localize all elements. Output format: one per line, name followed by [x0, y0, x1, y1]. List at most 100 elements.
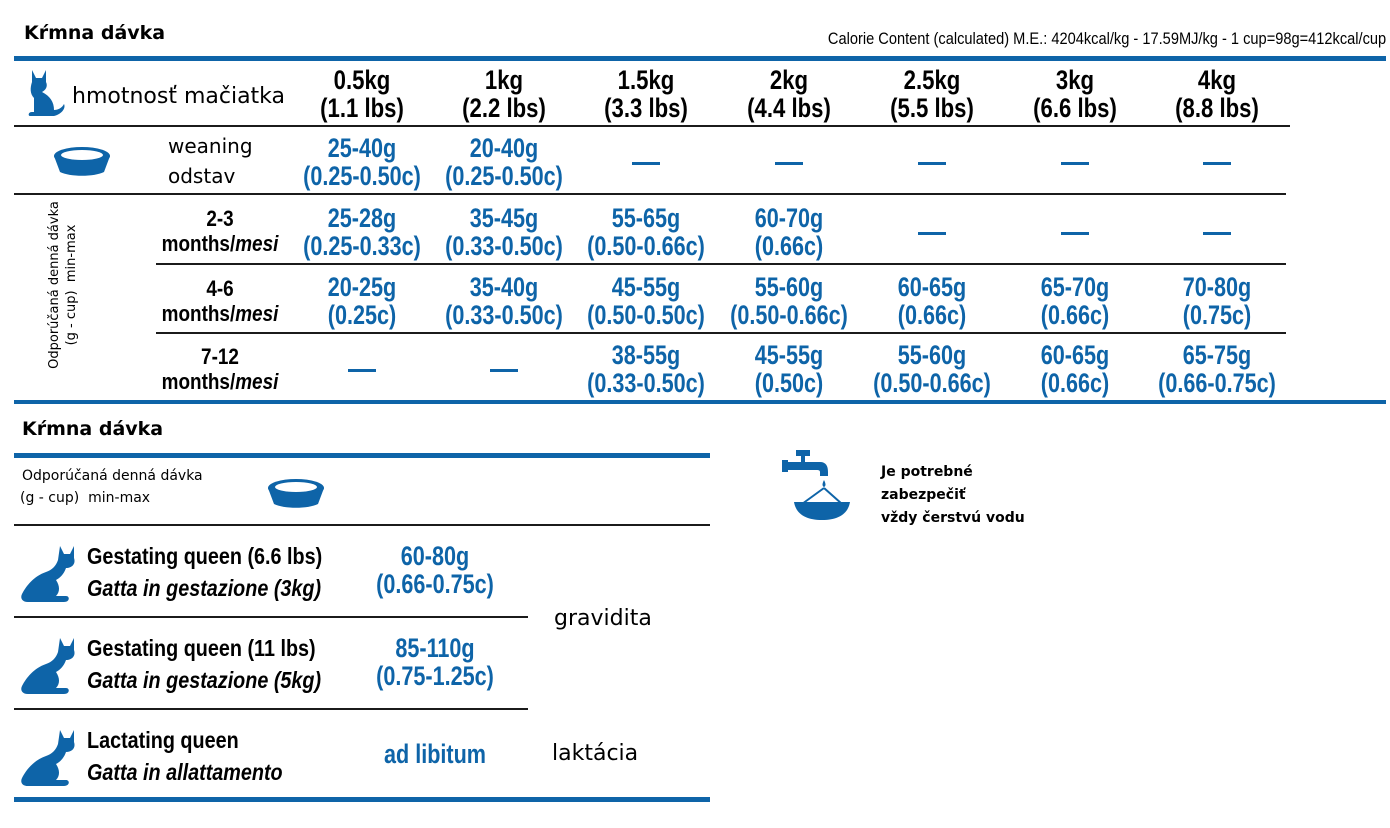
age-unit-en: months/	[161, 231, 236, 256]
ration-cell: 20-40g (0.25-0.50c)	[444, 134, 564, 190]
ration-cups: (0.25-0.50c)	[303, 161, 421, 191]
top-divider	[14, 56, 1386, 61]
ration-cell: 25-40g (0.25-0.50c)	[302, 134, 422, 190]
queen1-line	[14, 616, 528, 618]
side-label-minmax: min-max	[64, 224, 79, 283]
weight-lbs: (1.1 lbs)	[320, 93, 404, 123]
empty-dash	[632, 162, 660, 165]
ration-cell: 70-80g (0.75c)	[1157, 273, 1277, 329]
ration-cell: 60-65g (0.66c)	[872, 273, 992, 329]
queen-label-it: Gatta in gestazione (5kg)	[87, 667, 322, 693]
ration-cell: 55-65g (0.50-0.66c)	[586, 204, 706, 260]
queen-ration: 60-80g (0.66-0.75c)	[375, 542, 495, 598]
ration-grams: 45-55g	[754, 340, 824, 370]
ration-cell: 35-40g (0.33-0.50c)	[444, 273, 564, 329]
side-label-unit: (g - cup)	[64, 290, 79, 346]
weight-column-header: 4kg (8.8 lbs)	[1156, 66, 1279, 122]
ration-grams: 65-75g	[1182, 340, 1252, 370]
ration-grams: 60-70g	[754, 203, 824, 233]
ration-cups: (0.33-0.50c)	[445, 231, 563, 261]
ration-cups: (0.50-0.50c)	[587, 300, 705, 330]
weaning-label-sk: odstav	[168, 164, 236, 188]
ration-cell: 55-60g (0.50-0.66c)	[729, 273, 849, 329]
weight-column-header: 3kg (6.6 lbs)	[1014, 66, 1137, 122]
age-unit-it: mesi	[235, 231, 279, 256]
ration-cups: (0.33-0.50c)	[587, 368, 705, 398]
queen-cat-icon	[20, 544, 78, 611]
bottom-bowl-icon	[266, 476, 326, 515]
water-line2: zabezpečiť	[881, 487, 966, 503]
ration-grams: 60-65g	[1040, 340, 1110, 370]
age-range: 7-12	[201, 344, 239, 369]
queen-ration: ad libitum	[375, 740, 495, 768]
empty-dash	[348, 369, 376, 372]
bottom-unit-g: (g - cup)	[20, 490, 80, 506]
bowl-icon	[52, 144, 112, 183]
weight-lbs: (5.5 lbs)	[890, 93, 974, 123]
side-label-line2: (g - cup) min-max	[63, 190, 80, 380]
weight-column-header: 0.5kg (1.1 lbs)	[301, 66, 424, 122]
calorie-content: Calorie Content (calculated) M.E.: 4204k…	[827, 29, 1386, 48]
ration-cups: (0.33-0.50c)	[445, 300, 563, 330]
age-unit: months/mesi	[151, 301, 289, 326]
water-tap-icon	[782, 448, 852, 529]
age-row-label: 2-3 months/mesi	[151, 206, 289, 256]
side-label: Odporúčaná denná dávka (g - cup) min-max	[46, 190, 80, 380]
age-range: 2-3	[206, 206, 234, 231]
ration-grams: 45-55g	[611, 272, 681, 302]
ration-cell: 38-55g (0.33-0.50c)	[586, 341, 706, 397]
header-label: hmotnosť mačiatka	[72, 84, 286, 109]
queen-ration-cups: (0.75-1.25c)	[376, 661, 494, 691]
bottom-unit-minmax: min-max	[88, 490, 151, 506]
queen-label-it: Gatta in allattamento	[87, 759, 283, 785]
row1-bottom-line	[156, 263, 1286, 265]
queen-ration-grams: 85-110g	[395, 633, 475, 663]
ration-cell: 60-65g (0.66c)	[1015, 341, 1135, 397]
ration-cell: 20-25g (0.25c)	[302, 273, 422, 329]
ration-cups: (0.50-0.66c)	[730, 300, 848, 330]
age-unit-it: mesi	[235, 301, 279, 326]
row2-bottom-line	[156, 332, 1286, 334]
weight-lbs: (8.8 lbs)	[1175, 93, 1259, 123]
ration-cell: 55-60g (0.50-0.66c)	[872, 341, 992, 397]
bottom-subtitle: Odporúčaná denná dávka	[22, 468, 203, 484]
weaning-bottom-line	[14, 193, 1286, 195]
queen-label: Gestating queen (11 lbs) Gatta in gestazi…	[87, 632, 321, 696]
weight-column-header: 2kg (4.4 lbs)	[728, 66, 851, 122]
queen-ration-grams: 60-80g	[400, 541, 470, 571]
laktacia-label: laktácia	[552, 741, 639, 766]
age-row-label: 7-12 months/mesi	[151, 344, 289, 394]
empty-dash	[1203, 162, 1231, 165]
weaning-label: weaning	[168, 134, 253, 158]
top-bottom-divider	[14, 400, 1386, 404]
weight-kg: 0.5kg	[333, 65, 391, 95]
weight-lbs: (6.6 lbs)	[1033, 93, 1117, 123]
ration-cups: (0.50-0.66c)	[587, 231, 705, 261]
queen-label-en: Lactating queen	[87, 727, 239, 753]
ration-cups: (0.66c)	[1040, 368, 1110, 398]
bottom-divider-bottom	[14, 797, 710, 802]
ration-cell: 65-75g (0.66-0.75c)	[1157, 341, 1277, 397]
ration-grams: 35-40g	[469, 272, 539, 302]
side-label-line1: Odporúčaná denná dávka	[47, 201, 62, 369]
queen-label: Lactating queen Gatta in allattamento	[87, 724, 283, 788]
bottom-title: Kŕmna dávka	[22, 418, 164, 440]
weight-column-header: 1kg (2.2 lbs)	[443, 66, 566, 122]
age-unit-en: months/	[161, 369, 236, 394]
weight-kg: 1kg	[484, 65, 524, 95]
ration-grams: 20-40g	[469, 133, 539, 163]
weight-lbs: (3.3 lbs)	[604, 93, 688, 123]
queen-label-en: Gestating queen (11 lbs)	[87, 635, 316, 661]
bottom-unit: (g - cup) min-max	[20, 490, 150, 506]
queen-ration-grams: ad libitum	[384, 739, 486, 769]
weight-column-header: 2.5kg (5.5 lbs)	[871, 66, 994, 122]
ration-grams: 20-25g	[327, 272, 397, 302]
ration-cups: (0.25-0.33c)	[303, 231, 421, 261]
age-row-label: 4-6 months/mesi	[151, 276, 289, 326]
ration-grams: 60-65g	[897, 272, 967, 302]
queen2-line	[14, 708, 528, 710]
bottom-divider-top	[14, 453, 710, 458]
ration-cups: (0.66c)	[897, 300, 967, 330]
empty-dash	[775, 162, 803, 165]
queen-label-en: Gestating queen (6.6 lbs)	[87, 543, 323, 569]
